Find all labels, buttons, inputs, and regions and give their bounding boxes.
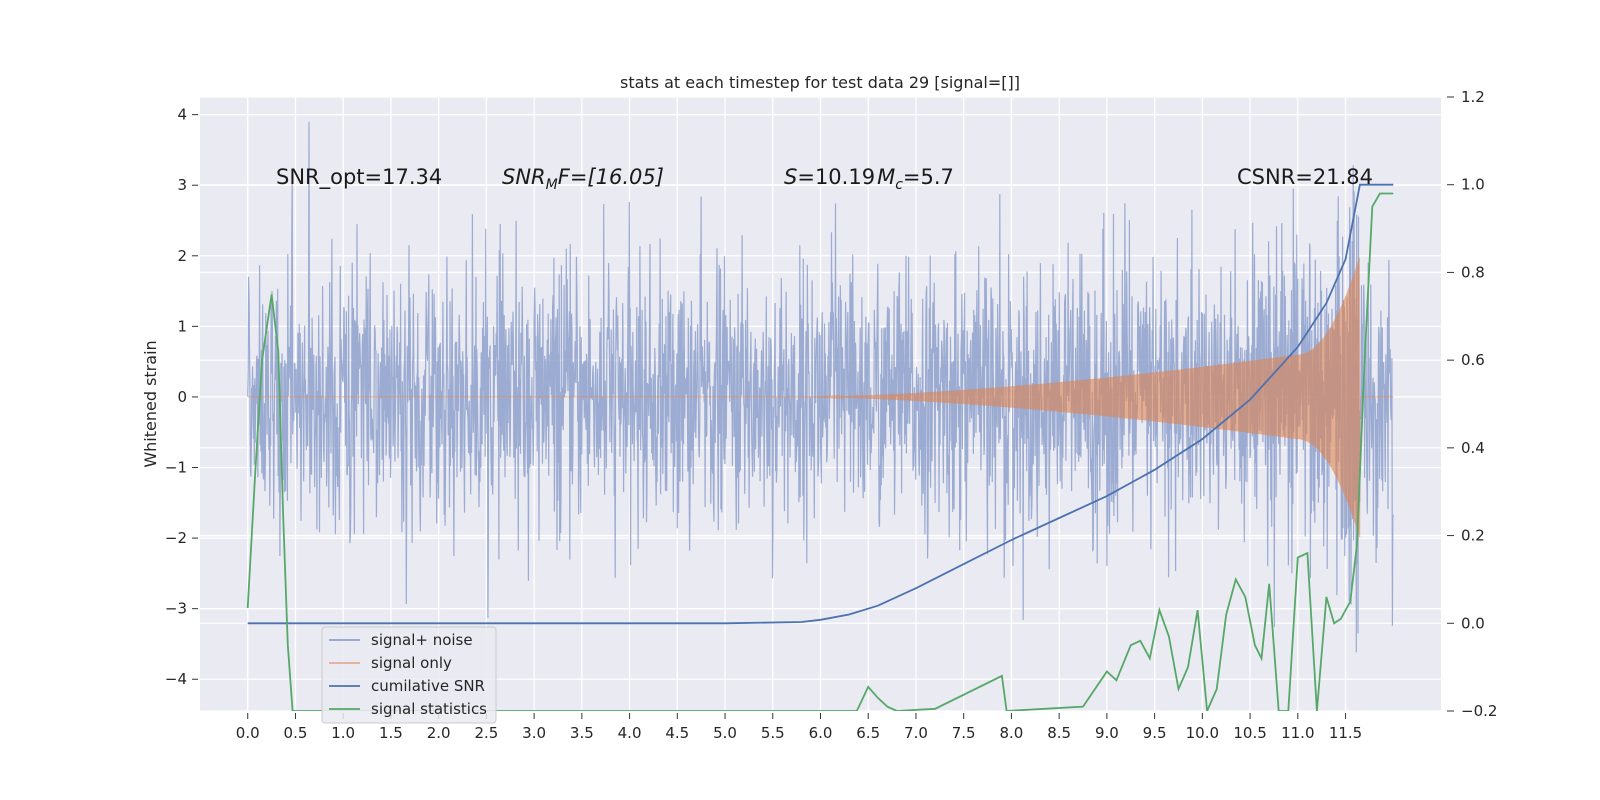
x-tick-label: 7.5 [952, 724, 976, 742]
x-tick-label: 8.0 [999, 724, 1023, 742]
x-tick-label: 4.5 [665, 724, 689, 742]
cumulative-snr-series [247, 183, 1394, 625]
y-tick-label: 1 [177, 317, 187, 335]
y2-tick-label: 0.6 [1461, 351, 1485, 369]
x-tick-label: 3.5 [570, 724, 594, 742]
y2-tick-label: 0.0 [1461, 614, 1485, 632]
x-tick-label: 3.0 [522, 724, 546, 742]
x-tick-label: 9.0 [1095, 724, 1119, 742]
x-tick-label: 10.0 [1186, 724, 1219, 742]
legend-label-signal-statistics: signal statistics [371, 700, 487, 718]
y-tick-label: −1 [165, 459, 187, 477]
x-tick-label: 2.5 [474, 724, 498, 742]
y2-tick-label: −0.2 [1461, 702, 1497, 720]
y-tick-label: −3 [165, 600, 187, 618]
annotation-snr-opt: SNR_opt=17.34 [276, 165, 442, 190]
signal-statistics-series [246, 192, 1394, 711]
y2-tick-label: 1.2 [1461, 88, 1485, 106]
y-axis-left: 4 3 2 1 0 −1 −2 −3 −4 [165, 106, 198, 688]
y2-tick-label: 0.2 [1461, 527, 1485, 545]
legend-label-cumulative-snr: cumilative SNR [371, 677, 485, 695]
y2-tick-label: 0.4 [1461, 439, 1485, 457]
x-tick-label: 5.5 [761, 724, 785, 742]
y-tick-label: 2 [177, 247, 187, 265]
y-axis-label: Whitened strain [141, 340, 160, 467]
x-tick-label: 11.5 [1329, 724, 1362, 742]
x-tick-label: 11.0 [1281, 724, 1314, 742]
x-tick-label: 5.0 [713, 724, 737, 742]
y2-tick-label: 0.8 [1461, 263, 1485, 281]
x-tick-label: 4.0 [618, 724, 642, 742]
y-tick-label: 0 [177, 388, 187, 406]
legend-label-signal-only: signal only [371, 654, 452, 672]
annotation-csnr: CSNR=21.84 [1237, 165, 1373, 189]
x-tick-label: 7.0 [904, 724, 928, 742]
legend-box [321, 626, 497, 724]
x-tick-label: 9.5 [1143, 724, 1167, 742]
x-tick-label: 10.5 [1233, 724, 1266, 742]
y-tick-label: 3 [177, 176, 187, 194]
x-tick-label: 2.0 [427, 724, 451, 742]
signal-plus-noise-series [247, 121, 1394, 653]
signal-only-series [247, 257, 1394, 538]
y-axis-right: 1.2 1.0 0.8 0.6 0.4 0.2 0.0 −0.2 [1447, 88, 1497, 720]
y-tick-label: −2 [165, 529, 187, 547]
x-tick-label: 6.0 [809, 724, 833, 742]
x-tick-label: 6.5 [856, 724, 880, 742]
y2-tick-label: 1.0 [1461, 176, 1485, 194]
legend-label-signal-plus-noise: signal+ noise [371, 631, 473, 649]
y-tick-label: −4 [165, 670, 187, 688]
x-tick-label: 0.0 [236, 724, 260, 742]
chart-title: stats at each timestep for test data 29 … [620, 73, 1020, 92]
x-tick-label: 1.0 [331, 724, 355, 742]
x-tick-label: 8.5 [1047, 724, 1071, 742]
annotation-snr-mf: SNRMF=[16.05] [502, 165, 664, 193]
x-axis: 0.0 0.5 1.0 1.5 2.0 2.5 3.0 3.5 4.0 4.5 5.0 5.5 6.0 6… [236, 713, 1362, 742]
legend: signal+ noise signal only cumilative SNR… [321, 626, 497, 724]
x-tick-label: 1.5 [379, 724, 403, 742]
annotation-s-mc: S=10.19Mc=5.7 [784, 165, 954, 193]
x-tick-label: 0.5 [284, 724, 308, 742]
y-tick-label: 4 [177, 106, 187, 124]
